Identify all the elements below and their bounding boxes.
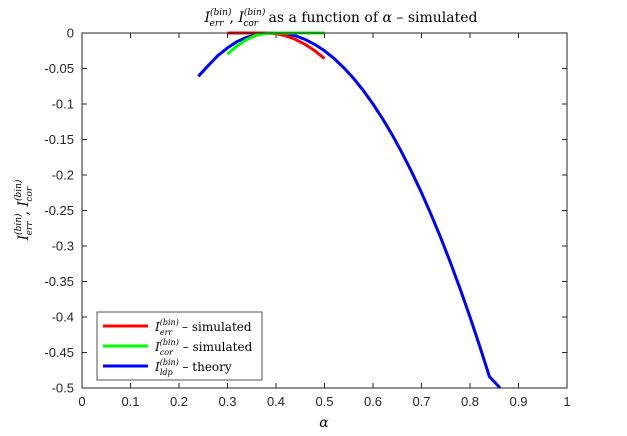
- y-tick-label: 0: [67, 26, 74, 41]
- x-tick-label: 0.2: [170, 394, 188, 409]
- y-tick-label: -0.2: [52, 168, 74, 183]
- legend-item-ldp: I(bin) ldp – theory: [103, 358, 232, 377]
- ylabel-sup2: (bin): [13, 179, 24, 201]
- legend-ldp-sup: (bin): [160, 358, 179, 367]
- tick-layer: 0 0.1 0.2 0.3 0.4 0.5 0.6 0.7 0.8 0.9 1 0 -0.05 -0.1 -…: [44, 26, 570, 410]
- y-tick-label: -0.4: [52, 310, 74, 325]
- legend-label-cor: I(bin) cor – simulated: [154, 338, 253, 357]
- x-tick-label: 0.6: [364, 394, 382, 409]
- title-alpha: α: [382, 10, 392, 26]
- legend-ldp-rest: – theory: [179, 360, 232, 374]
- title-i2: I: [237, 10, 244, 26]
- x-tick-label: 1: [563, 394, 570, 409]
- ylabel-sub2: cor: [25, 186, 35, 201]
- legend-cor-rest: – simulated: [179, 340, 253, 354]
- ylabel-i1: I: [16, 234, 32, 241]
- legend-cor-i: I: [154, 340, 160, 354]
- title-i1: I: [204, 10, 211, 26]
- x-axis-label: α: [319, 415, 329, 431]
- y-tick-label: -0.3: [52, 239, 74, 254]
- x-tick-label: 0.8: [461, 394, 479, 409]
- legend-cor-sup: (bin): [160, 338, 179, 347]
- x-tick-label: 0.9: [509, 394, 527, 409]
- legend-item-err: I(bin) err – simulated: [103, 318, 252, 337]
- ylabel-i2: I: [16, 201, 32, 208]
- legend-cor-sub: cor: [160, 348, 174, 357]
- chart-title: I(bin) err, I(bin) cor as a function of α …: [204, 7, 478, 29]
- legend-err-i: I: [154, 320, 160, 334]
- title-tail: – simulated: [392, 10, 478, 26]
- title-rest: as a function of: [264, 10, 382, 26]
- legend-item-cor: I(bin) cor – simulated: [103, 338, 253, 357]
- title-sup2: (bin): [244, 7, 266, 18]
- series-line-ldp: [197, 31, 502, 390]
- legend-label-err: I(bin) err – simulated: [154, 318, 252, 337]
- legend: I(bin) err – simulated I(bin) cor – simula…: [96, 311, 263, 381]
- legend-ldp-i: I: [154, 360, 160, 374]
- x-tick-label: 0: [78, 394, 85, 409]
- y-axis-label: I(bin)err, I(bin)cor: [13, 179, 35, 241]
- y-tick-label: -0.5: [52, 381, 74, 396]
- legend-ldp-sub: ldp: [160, 368, 173, 377]
- title-sub1: err: [210, 19, 225, 29]
- ylabel-sep: ,: [16, 207, 32, 216]
- legend-err-sub: err: [160, 328, 174, 337]
- title-sub2: cor: [243, 19, 258, 29]
- x-tick-label: 0.4: [267, 394, 285, 409]
- y-tick-label: -0.45: [44, 345, 74, 360]
- x-tick-label: 0.7: [412, 394, 430, 409]
- title-sep: ,: [229, 10, 238, 26]
- ylabel-sup1: (bin): [13, 213, 24, 235]
- x-tick-label: 0.3: [218, 394, 236, 409]
- y-tick-label: -0.15: [44, 132, 74, 147]
- title-sup1: (bin): [210, 7, 232, 18]
- legend-err-sup: (bin): [160, 318, 179, 327]
- axes-box: [81, 32, 568, 389]
- legend-err-rest: – simulated: [178, 320, 252, 334]
- y-tick-label: -0.25: [44, 203, 74, 218]
- x-tick-label: 0.5: [315, 394, 333, 409]
- y-tick-label: -0.35: [44, 274, 74, 289]
- y-tick-label: -0.1: [52, 97, 74, 112]
- ylabel-sub1: err: [25, 221, 35, 236]
- legend-label-ldp: I(bin) ldp – theory: [154, 358, 232, 377]
- y-tick-label: -0.05: [44, 61, 74, 76]
- x-tick-label: 0.1: [121, 394, 139, 409]
